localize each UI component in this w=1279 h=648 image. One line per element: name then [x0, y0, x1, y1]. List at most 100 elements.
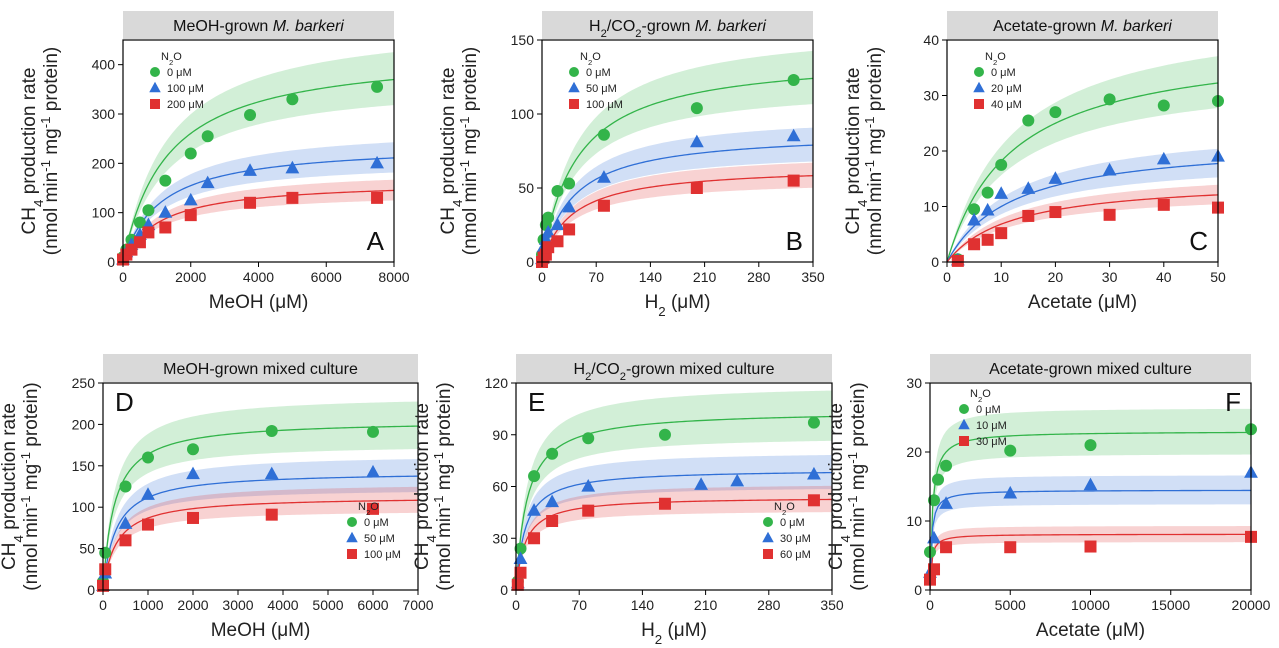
fit-curve [542, 77, 813, 262]
y-tick-label: 100 [72, 499, 96, 515]
x-tick-label: 350 [820, 597, 844, 613]
y-axis-label: (nmol min-1 mg-1 protein) [38, 47, 63, 255]
panel-letter: C [1189, 226, 1208, 256]
fit-curve [930, 431, 1251, 590]
panel-letter: D [115, 387, 134, 417]
fit-curve [103, 475, 418, 590]
legend-marker [763, 549, 773, 559]
data-point [367, 425, 379, 438]
legend-label: 10 μM [976, 420, 1007, 432]
fit-curve [947, 82, 1218, 262]
legend-title: N2O [161, 51, 182, 67]
data-point [1084, 540, 1097, 553]
y-tick-label: 300 [92, 106, 116, 122]
data-point [1102, 162, 1117, 176]
data-point [1083, 477, 1098, 491]
data-points [535, 73, 801, 268]
data-point [1157, 198, 1170, 211]
panel-title: Acetate-grown M. barkeri [993, 18, 1172, 35]
legend-marker [150, 67, 160, 77]
legend-marker [346, 531, 358, 543]
y-tick-label: 0 [931, 254, 939, 270]
data-point [527, 503, 541, 516]
x-tick-label: 4000 [267, 597, 298, 613]
legend-marker [959, 436, 969, 446]
data-point [563, 223, 576, 236]
legend-marker [958, 418, 970, 430]
y-axis-label: CH4 production rate [438, 68, 465, 235]
data-point [99, 563, 112, 576]
data-point [694, 477, 708, 490]
x-tick-label: 20 [1048, 269, 1064, 285]
data-point [244, 196, 257, 209]
data-point [1084, 439, 1097, 452]
y-tick-label: 0 [107, 254, 115, 270]
data-point [551, 184, 564, 197]
x-tick-label: 7000 [402, 597, 433, 613]
data-point [1048, 171, 1063, 184]
legend-marker [568, 81, 580, 93]
data-point [159, 174, 172, 187]
legend-marker [347, 549, 357, 559]
panel-title: H2/CO2-grown mixed culture [574, 361, 775, 383]
data-point [542, 211, 555, 224]
data-point [995, 158, 1008, 171]
legend-title: N2O [358, 501, 379, 517]
data-point [546, 515, 559, 527]
x-axis-label: Acetate (μM) [1028, 292, 1137, 313]
data-point [183, 192, 198, 206]
data-point [513, 551, 528, 565]
y-tick-label: 250 [72, 375, 96, 391]
panel-E: H2/CO2-grown mixed culture 0 70 140 210 280 35… [412, 354, 844, 647]
y-tick-label: 20 [923, 143, 939, 159]
data-point [141, 487, 155, 500]
data-point [187, 511, 199, 524]
y-tick-label: 100 [511, 106, 535, 122]
data-point [562, 199, 576, 213]
x-tick-label: 40 [1156, 269, 1172, 285]
y-axis-label: CH4 production rate [412, 403, 439, 570]
data-point [243, 163, 257, 176]
panel-title-bg [103, 354, 418, 382]
data-points [510, 416, 821, 591]
x-tick-label: 280 [747, 269, 771, 285]
data-point [994, 186, 1009, 199]
x-tick-label: 210 [694, 597, 718, 613]
fit-curve [516, 471, 832, 590]
panel-title: MeOH-grown M. barkeri [173, 18, 344, 35]
data-point [133, 236, 146, 249]
data-point [658, 428, 671, 441]
fit-curve [516, 415, 832, 590]
legend-label: 0 μM [364, 517, 389, 529]
data-point [1004, 444, 1017, 457]
data-point [551, 235, 564, 248]
data-point [514, 542, 527, 555]
x-tick-label: 3000 [222, 597, 253, 613]
x-tick-label: 2000 [177, 597, 208, 613]
data-point [1049, 106, 1062, 119]
data-point [286, 191, 299, 204]
legend-label: 60 μM [780, 549, 811, 561]
data-point [597, 128, 610, 141]
data-point [265, 425, 278, 438]
legend-marker [973, 81, 985, 93]
x-tick-label: 210 [693, 269, 717, 285]
legend-marker [974, 99, 984, 109]
panel-F: Acetate-grown mixed culture 0 5000 10000 150… [826, 354, 1271, 641]
y-tick-label: 40 [923, 32, 939, 48]
x-tick-label: 5000 [312, 597, 343, 613]
confidence-band [516, 454, 832, 590]
legend-title: N2O [970, 388, 991, 404]
y-tick-label: 150 [511, 32, 535, 48]
x-tick-label: 0 [512, 597, 520, 613]
data-point [186, 466, 200, 480]
data-point [968, 238, 981, 251]
x-axis-label: H2 (μM) [641, 620, 707, 647]
curves [103, 401, 418, 590]
data-point [940, 459, 953, 472]
y-tick-label: 20 [906, 444, 922, 460]
legend-marker [959, 404, 969, 414]
